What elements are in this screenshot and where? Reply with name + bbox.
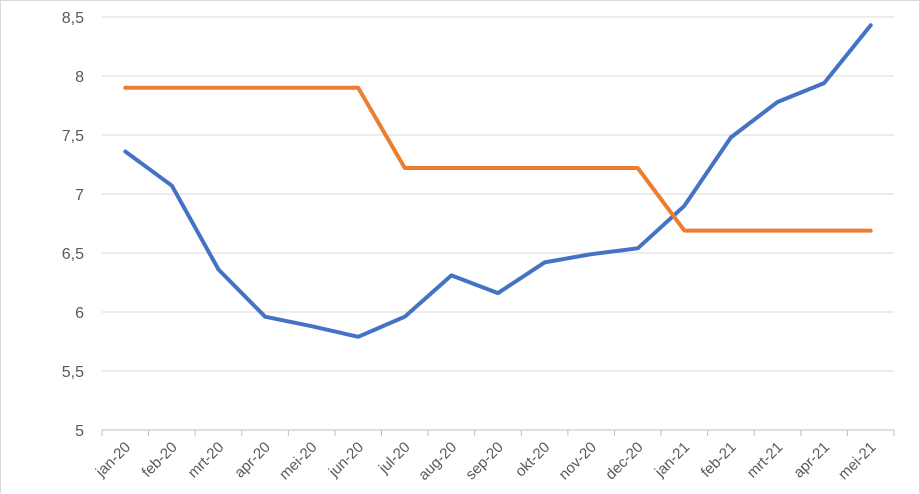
x-tick-label: jan-20 [92, 439, 134, 481]
x-tick-label: feb-20 [139, 439, 181, 481]
x-tick-label: okt-20 [512, 439, 554, 481]
x-tick-label: nov-20 [556, 439, 600, 483]
y-tick-label: 6 [75, 305, 84, 322]
gridlines [102, 16, 894, 372]
series-line-1 [123, 23, 873, 339]
y-tick-label: 8,5 [62, 10, 84, 27]
x-tick-label: apr-20 [231, 439, 274, 482]
x-tick-label: aug-20 [415, 439, 460, 484]
x-tick-label: jun-20 [325, 439, 367, 481]
series-line-2 [123, 85, 873, 233]
y-tick-label: 7,5 [62, 128, 84, 145]
x-tick-label: feb-21 [698, 439, 740, 481]
y-tick-label: 5,5 [62, 364, 84, 381]
x-tick-label: jul-20 [375, 439, 414, 478]
x-axis-ticks: jan-20 feb-20 mrt-20 apr-20 mei-20 jun-20 jul-… [92, 439, 880, 484]
x-tick-label: sep-20 [462, 439, 506, 483]
x-tick-label: mrt-21 [744, 439, 787, 482]
x-tick-label: mrt-20 [185, 439, 228, 482]
y-tick-label: 6,5 [62, 246, 84, 263]
x-tick-label: jan-21 [651, 439, 693, 481]
x-tick-label: dec-20 [602, 439, 646, 483]
y-tick-label: 5 [75, 423, 84, 440]
y-axis-ticks: 5 5,5 6 6,5 7 7,5 8 8,5 [62, 10, 84, 440]
x-tick-label: apr-21 [790, 439, 833, 482]
x-tick-label: mei-20 [276, 439, 320, 483]
y-tick-label: 8 [75, 69, 84, 86]
series-lines [123, 23, 873, 339]
y-tick-label: 7 [75, 187, 84, 204]
x-tick-label: mei-21 [835, 439, 879, 483]
x-axis [101, 429, 895, 436]
